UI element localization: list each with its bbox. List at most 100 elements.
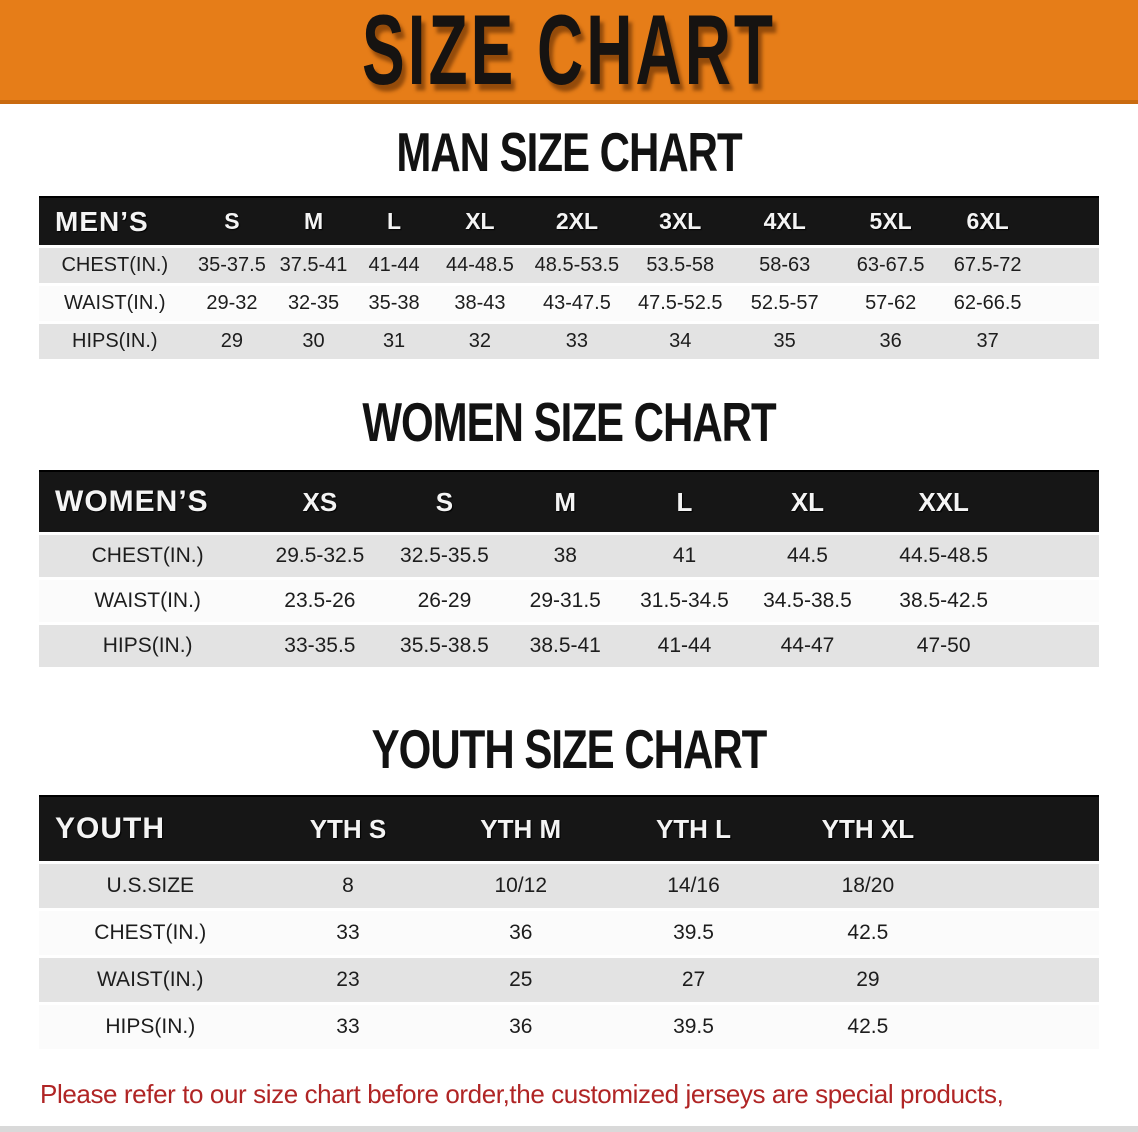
- size-value-cell: 38.5-41: [505, 625, 626, 670]
- column-header: 4XL: [732, 196, 838, 248]
- row-label: WAIST(IN.): [39, 286, 191, 324]
- table-header-row: MEN’S S M L XL 2XL 3XL 4XL 5XL 6XL: [39, 196, 1099, 248]
- column-header: 5XL: [837, 196, 945, 248]
- size-value-cell: 35-38: [353, 286, 435, 324]
- column-header: L: [625, 470, 744, 535]
- size-value-cell: 29: [779, 958, 956, 1005]
- youth-section-heading-text: YOUTH SIZE CHART: [371, 718, 768, 780]
- size-value-cell: 42.5: [779, 911, 956, 958]
- size-value-cell: 44-48.5: [434, 248, 526, 286]
- size-value-cell: 14/16: [607, 864, 780, 911]
- size-value-cell: 38: [505, 535, 626, 580]
- size-value-cell: 36: [434, 1005, 608, 1052]
- table-header-row: WOMEN’S XS S M L XL XXL: [39, 470, 1099, 535]
- row-label: CHEST(IN.): [39, 535, 257, 580]
- size-value-cell: 35: [732, 324, 838, 362]
- women-size-table: WOMEN’S XS S M L XL XXL CHEST(IN.) 29.5-32.5 32.5…: [39, 470, 1099, 670]
- size-value-cell: 58-63: [732, 248, 838, 286]
- size-value-cell: 23: [261, 958, 435, 1005]
- filler-cell: [955, 958, 1099, 1005]
- size-value-cell: 38-43: [434, 286, 526, 324]
- table-corner-label: WOMEN’S: [39, 470, 257, 535]
- column-header: S: [383, 470, 506, 535]
- row-label: U.S.SIZE: [39, 864, 262, 911]
- column-header: 3XL: [628, 196, 733, 248]
- size-value-cell: 29-31.5: [505, 580, 626, 625]
- women-section-heading-text: WOMEN SIZE CHART: [362, 391, 776, 453]
- disclaimer-line-1: Please refer to our size chart before or…: [40, 1079, 1004, 1109]
- column-header: M: [273, 196, 354, 248]
- column-header: XXL: [871, 470, 1017, 535]
- column-header: M: [505, 470, 626, 535]
- table-row: WAIST(IN.) 29-32 32-35 35-38 38-43 43-47.5 47.…: [39, 286, 1099, 324]
- size-value-cell: 52.5-57: [732, 286, 838, 324]
- size-value-cell: 47.5-52.5: [628, 286, 733, 324]
- size-value-cell: 34.5-38.5: [743, 580, 872, 625]
- size-value-cell: 38.5-42.5: [871, 580, 1017, 625]
- size-value-cell: 32: [434, 324, 526, 362]
- size-value-cell: 47-50: [871, 625, 1017, 670]
- size-value-cell: 37.5-41: [273, 248, 354, 286]
- size-value-cell: 43-47.5: [525, 286, 629, 324]
- size-value-cell: 44.5-48.5: [871, 535, 1017, 580]
- banner: SIZE CHART: [0, 0, 1138, 106]
- column-header: YTH M: [434, 795, 608, 864]
- column-header: 2XL: [525, 196, 629, 248]
- table-corner-label: YOUTH: [39, 795, 262, 864]
- size-value-cell: 25: [434, 958, 608, 1005]
- filler-cell: [1031, 324, 1099, 362]
- filler-cell: [1031, 286, 1099, 324]
- filler-cell: [1031, 248, 1099, 286]
- size-value-cell: 44-47: [743, 625, 872, 670]
- size-value-cell: 48.5-53.5: [525, 248, 629, 286]
- row-label: WAIST(IN.): [39, 958, 262, 1005]
- size-value-cell: 29.5-32.5: [256, 535, 384, 580]
- men-section-heading-text: MAN SIZE CHART: [396, 121, 742, 183]
- filler-cell: [1016, 580, 1099, 625]
- size-value-cell: 30: [273, 324, 354, 362]
- size-value-cell: 41-44: [625, 625, 744, 670]
- column-header: XL: [743, 470, 872, 535]
- banner-title: SIZE CHART: [362, 0, 776, 106]
- size-value-cell: 33-35.5: [256, 625, 384, 670]
- size-value-cell: 37: [944, 324, 1032, 362]
- column-header: XS: [256, 470, 384, 535]
- size-value-cell: 39.5: [607, 1005, 780, 1052]
- column-header: S: [190, 196, 274, 248]
- size-value-cell: 39.5: [607, 911, 780, 958]
- bottom-strip: [0, 1126, 1138, 1132]
- size-value-cell: 33: [261, 1005, 435, 1052]
- size-value-cell: 27: [607, 958, 780, 1005]
- table-row: WAIST(IN.) 23.5-26 26-29 29-31.5 31.5-34.5 34…: [39, 580, 1099, 625]
- filler-cell: [1031, 196, 1099, 248]
- filler-cell: [955, 911, 1099, 958]
- men-size-table: MEN’S S M L XL 2XL 3XL 4XL 5XL 6XL CHEST(IN.) 35-37…: [39, 196, 1099, 362]
- size-value-cell: 34: [628, 324, 733, 362]
- size-value-cell: 31: [353, 324, 435, 362]
- men-section-heading: MAN SIZE CHART: [0, 122, 1138, 183]
- column-header: YTH S: [261, 795, 435, 864]
- size-value-cell: 18/20: [779, 864, 956, 911]
- size-value-cell: 29-32: [190, 286, 274, 324]
- size-value-cell: 32.5-35.5: [383, 535, 506, 580]
- row-label: CHEST(IN.): [39, 911, 262, 958]
- table-row: CHEST(IN.) 29.5-32.5 32.5-35.5 38 41 44.5 44.5…: [39, 535, 1099, 580]
- table-corner-label: MEN’S: [39, 196, 191, 248]
- column-header: YTH L: [607, 795, 780, 864]
- youth-size-table: YOUTH YTH S YTH M YTH L YTH XL U.S.SIZE 8 10/12…: [39, 795, 1099, 1052]
- size-value-cell: 10/12: [434, 864, 608, 911]
- table-row: HIPS(IN.) 33-35.5 35.5-38.5 38.5-41 41-44 44-…: [39, 625, 1099, 670]
- size-value-cell: 35-37.5: [190, 248, 274, 286]
- size-value-cell: 36: [434, 911, 608, 958]
- size-value-cell: 53.5-58: [628, 248, 733, 286]
- row-label: CHEST(IN.): [39, 248, 191, 286]
- disclaimer: Please refer to our size chart before or…: [40, 1072, 1138, 1132]
- size-value-cell: 29: [190, 324, 274, 362]
- filler-cell: [1016, 535, 1099, 580]
- size-value-cell: 23.5-26: [256, 580, 384, 625]
- table-row: WAIST(IN.) 23 25 27 29: [39, 958, 1099, 1005]
- size-value-cell: 44.5: [743, 535, 872, 580]
- size-value-cell: 36: [837, 324, 945, 362]
- youth-section-heading: YOUTH SIZE CHART: [0, 719, 1138, 780]
- size-value-cell: 67.5-72: [944, 248, 1032, 286]
